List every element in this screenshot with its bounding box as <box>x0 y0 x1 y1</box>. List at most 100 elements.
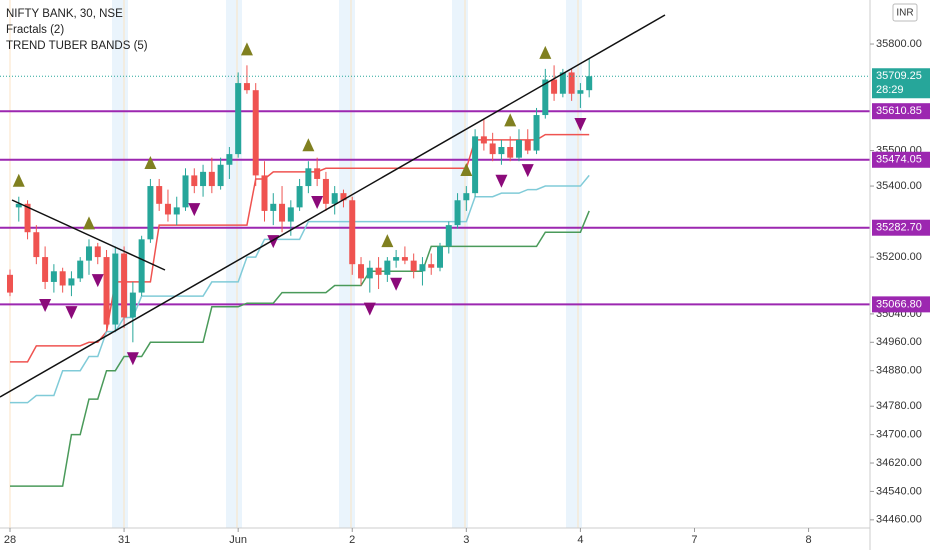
candle-body <box>7 274 14 293</box>
plot <box>0 42 870 487</box>
fractal-down <box>65 306 78 320</box>
candle-body <box>261 175 268 211</box>
candle-body <box>480 136 487 144</box>
y-tick-label: 34780.00 <box>876 400 922 412</box>
level-label-bg <box>872 219 930 236</box>
x-tick-label: Jun <box>229 534 247 546</box>
candle-body <box>296 186 303 208</box>
x-tick-label: 31 <box>118 534 130 546</box>
candle-body <box>182 175 189 208</box>
fractal-down <box>495 174 508 188</box>
currency-badge[interactable] <box>892 3 918 22</box>
level-label: 35610.85 <box>876 105 922 117</box>
candle-body <box>85 246 92 261</box>
candle-body <box>33 232 40 258</box>
candle-body <box>15 203 22 208</box>
fractal-down <box>188 203 201 217</box>
candle-body <box>542 79 549 116</box>
candle-body <box>401 257 408 261</box>
fractal-up <box>504 113 517 127</box>
y-tick-label: 34880.00 <box>876 365 922 377</box>
fractal-up <box>144 155 157 169</box>
candle-body <box>577 90 584 94</box>
candle-body <box>173 207 180 215</box>
axes: 35800.0035500.0035400.0035200.0035040.00… <box>4 38 930 546</box>
candle-body <box>279 203 286 222</box>
fractal-down <box>91 274 104 288</box>
level-label: 35066.80 <box>876 298 922 310</box>
y-tick-label: 35400.00 <box>876 180 922 192</box>
candle-body <box>138 239 145 293</box>
trend-line <box>0 14 666 398</box>
candle-body <box>147 186 154 240</box>
candle-body <box>235 83 242 155</box>
candle-body <box>243 83 250 91</box>
candle-body <box>314 168 321 179</box>
x-tick-label: 2 <box>349 534 355 546</box>
candle-body <box>498 147 505 155</box>
candle-body <box>112 253 119 325</box>
candle-body <box>59 271 66 286</box>
candle-body <box>68 278 75 286</box>
fractal-up <box>460 163 473 177</box>
candle-body <box>42 257 49 282</box>
candle-body <box>287 207 294 222</box>
y-tick-label: 34700.00 <box>876 429 922 441</box>
currency: INR <box>896 8 913 19</box>
legend-entry: TREND TUBER BANDS (5) <box>6 40 148 52</box>
y-tick-label: 34960.00 <box>876 336 922 348</box>
last-price-label: 35709.25 <box>876 70 922 82</box>
level-label: 35474.05 <box>876 154 922 166</box>
candle-body <box>121 253 128 318</box>
x-tick-label: 28 <box>4 534 16 546</box>
y-tick-label: 35200.00 <box>876 251 922 263</box>
candle-body <box>94 246 101 258</box>
level-label-bg <box>872 296 930 313</box>
fractal-down <box>311 196 324 210</box>
candle-body <box>410 260 417 272</box>
fractal-down <box>390 277 403 291</box>
candle-body <box>156 186 163 204</box>
candle-body <box>366 267 373 279</box>
candle-body <box>200 171 207 187</box>
candle-body <box>524 139 531 151</box>
candle-body <box>226 154 233 165</box>
candle-body <box>559 72 566 94</box>
candle-body <box>419 264 426 272</box>
session-band <box>452 0 468 528</box>
fractal-down <box>574 117 587 131</box>
candle-body <box>129 292 136 318</box>
candle-body <box>463 193 470 201</box>
legend-entry: Fractals (2) <box>6 24 64 36</box>
session-shading <box>9 0 582 528</box>
fractal-up <box>539 45 552 59</box>
candle-body <box>191 175 198 187</box>
x-tick-label: 7 <box>691 534 697 546</box>
candle-body <box>375 267 382 275</box>
fractal-down <box>363 302 376 316</box>
candle-body <box>24 203 31 233</box>
candle-body <box>533 115 540 151</box>
x-tick-label: 3 <box>463 534 469 546</box>
candle-body <box>103 257 110 325</box>
candle-body <box>252 90 259 176</box>
candle-body <box>164 203 171 215</box>
x-tick-label: 4 <box>577 534 583 546</box>
candle-body <box>515 139 522 158</box>
candle-body <box>217 164 224 187</box>
session-band <box>226 0 242 528</box>
fractal-up <box>12 173 25 187</box>
candle-body <box>489 143 496 155</box>
fractal-up <box>381 234 394 248</box>
countdown: 28:29 <box>876 84 904 96</box>
candle-body <box>428 264 435 268</box>
candle-body <box>437 246 444 268</box>
fractal-up <box>302 138 315 152</box>
candle-body <box>568 72 575 94</box>
candle-body <box>445 225 452 247</box>
band-line <box>10 210 590 487</box>
candle-body <box>305 168 312 187</box>
y-tick-label: 34460.00 <box>876 514 922 526</box>
candle-body <box>349 200 356 265</box>
candle-body <box>472 136 479 194</box>
